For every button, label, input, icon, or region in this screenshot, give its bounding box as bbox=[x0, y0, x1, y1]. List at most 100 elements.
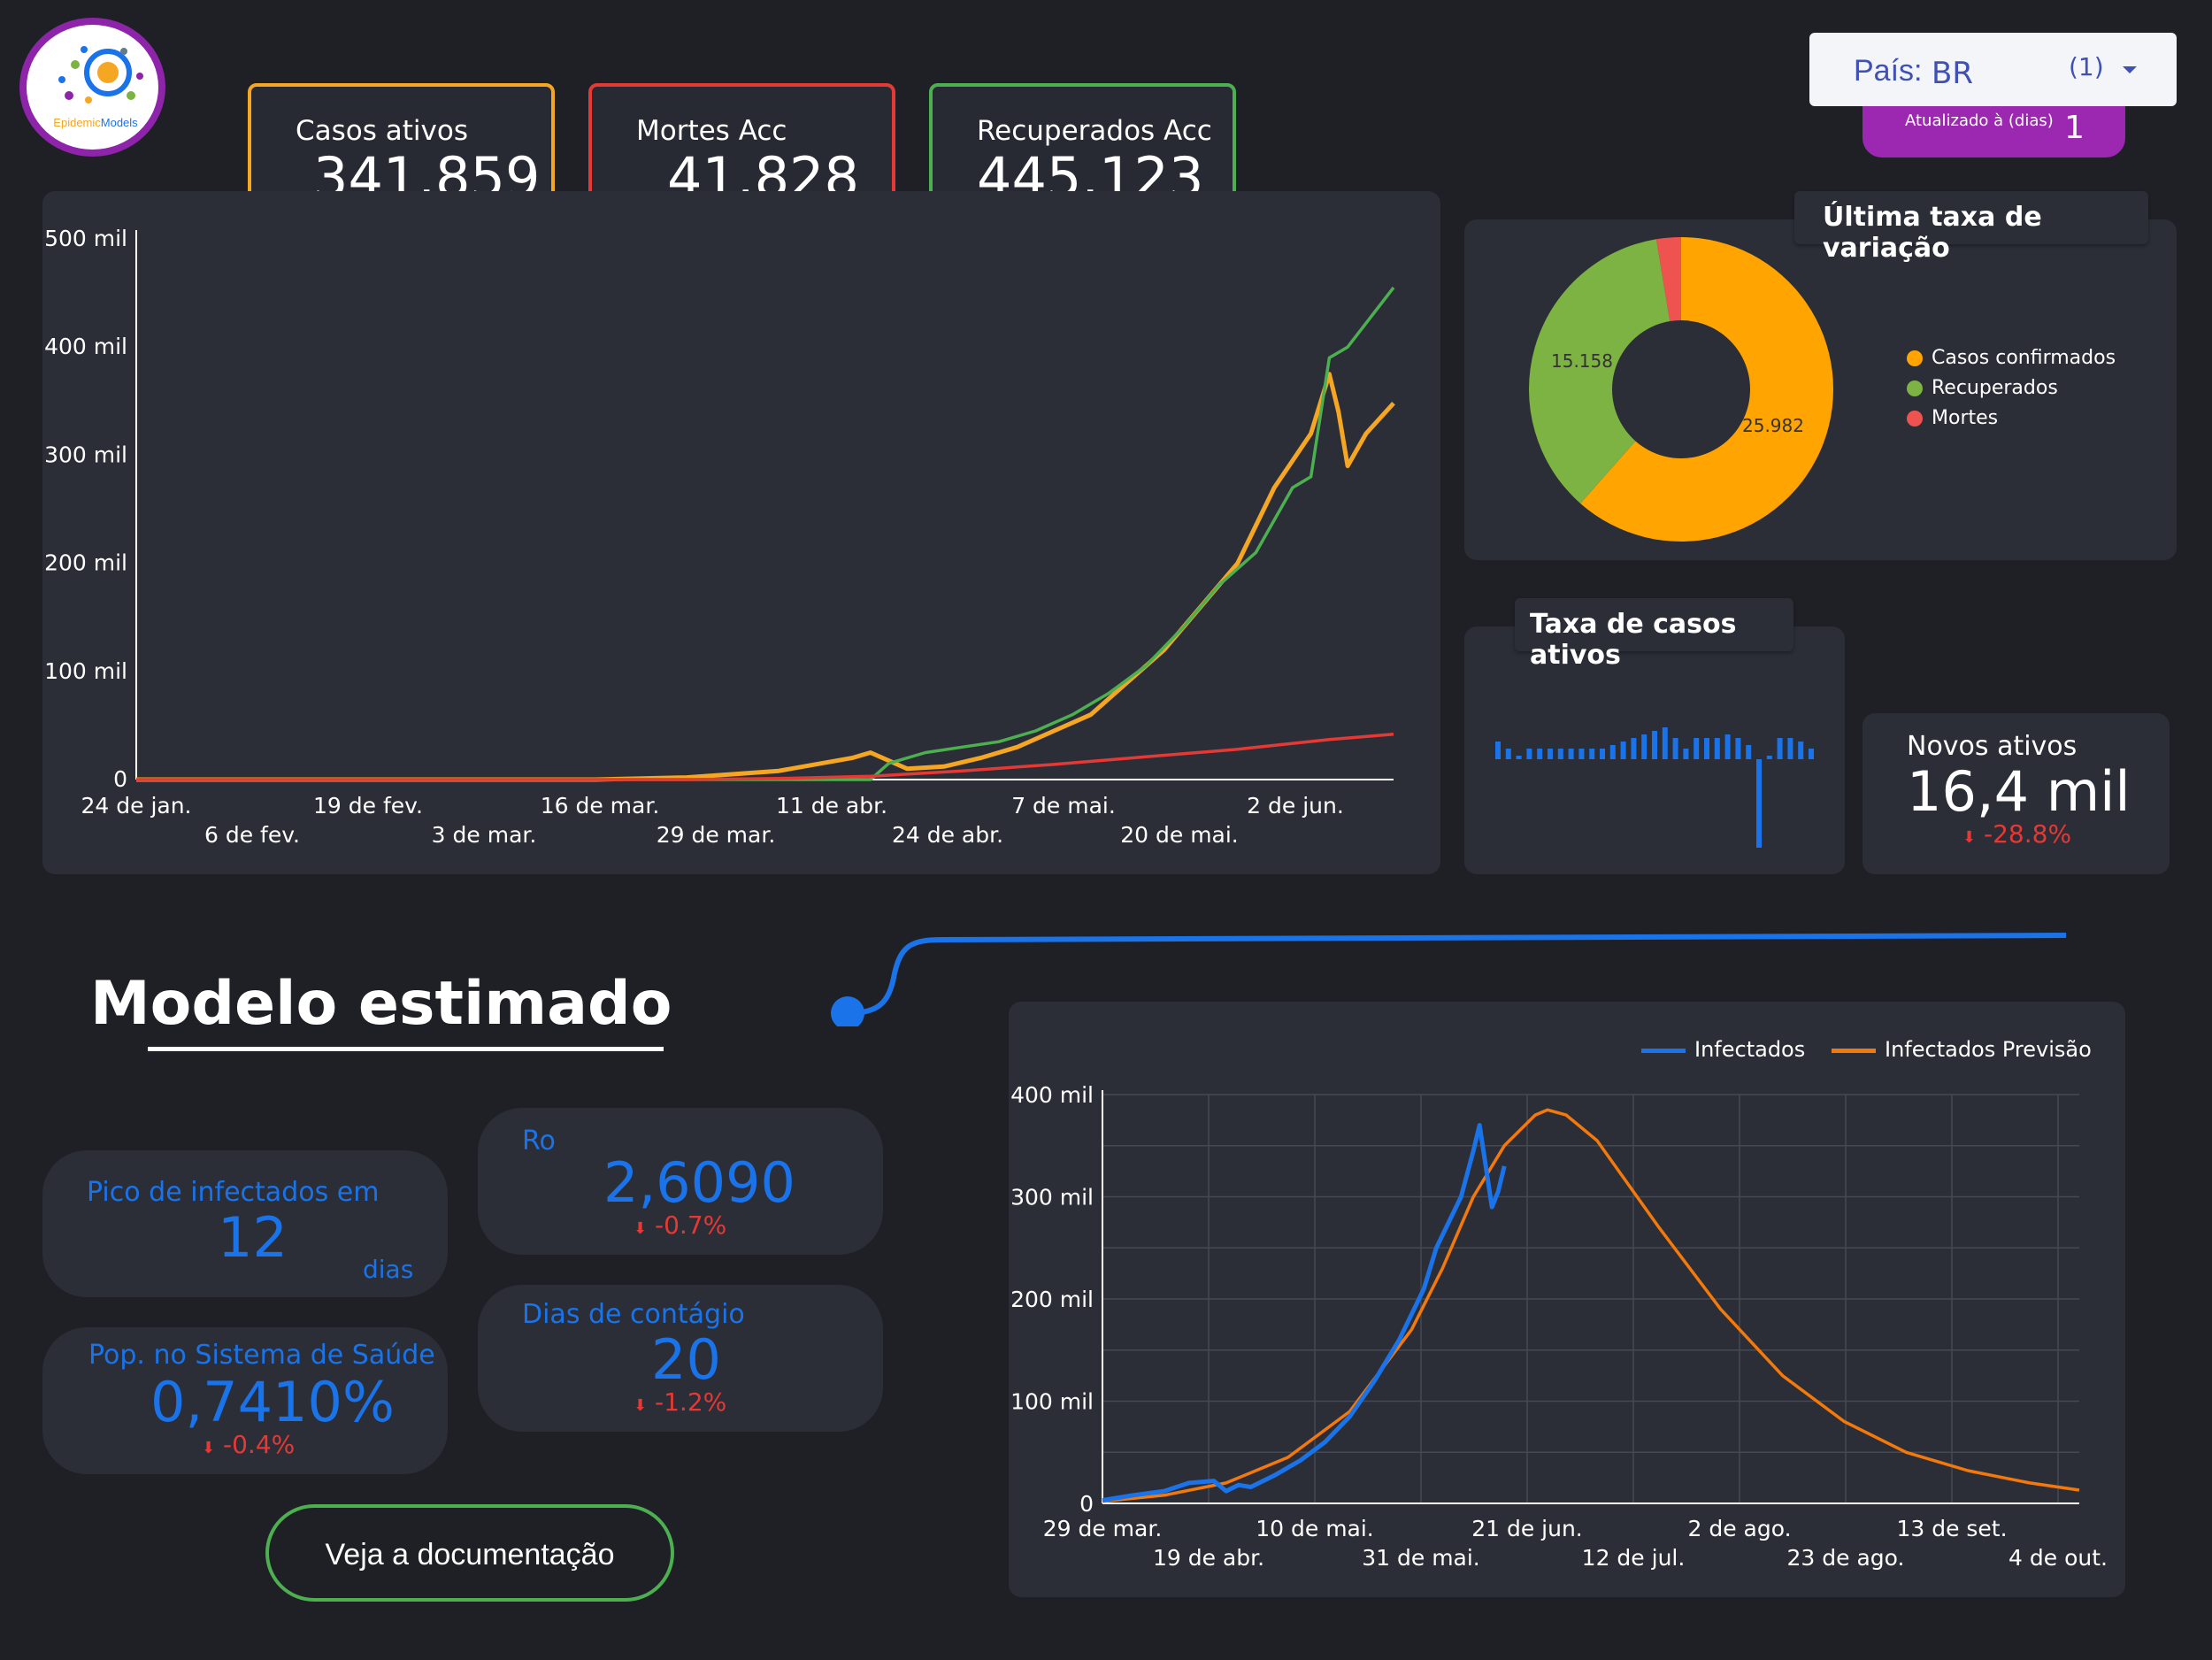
bar bbox=[1505, 749, 1511, 759]
bar bbox=[1526, 749, 1532, 759]
peak-unit: dias bbox=[363, 1255, 414, 1284]
bar bbox=[1568, 749, 1574, 759]
bar bbox=[1652, 731, 1657, 759]
new-active-label: Novos ativos bbox=[1907, 731, 2078, 762]
x-tick-label: 19 de fev. bbox=[313, 793, 423, 818]
country-filter-value: BR bbox=[1932, 56, 1973, 91]
bar bbox=[1548, 749, 1553, 759]
x-tick-label: 23 de ago. bbox=[1787, 1545, 1905, 1571]
bar bbox=[1609, 745, 1616, 759]
timeline-chart: 0 100 mil 200 mil 300 mil 400 mil 500 mil 24 d… bbox=[44, 226, 1395, 848]
pie-label-recovered: 15.158 bbox=[1551, 350, 1613, 372]
legend-label: Infectados bbox=[1694, 1037, 1806, 1062]
pie-slice bbox=[1529, 239, 1671, 503]
bar bbox=[1662, 727, 1668, 759]
bar bbox=[1516, 756, 1522, 759]
bar bbox=[1756, 759, 1762, 848]
peak-value: 12 bbox=[218, 1205, 288, 1270]
ro-delta-value: -0.7% bbox=[655, 1210, 727, 1240]
contagion-label: Dias de contágio bbox=[522, 1299, 745, 1330]
country-filter[interactable]: País: BR (1) bbox=[1809, 33, 2177, 106]
model-title: Modelo estimado bbox=[90, 969, 672, 1039]
contagion-value: 20 bbox=[651, 1327, 721, 1392]
legend-label: Recuperados bbox=[1932, 377, 2058, 399]
bar bbox=[1798, 742, 1804, 759]
y-tick-label: 0 bbox=[113, 766, 127, 792]
bar bbox=[1631, 738, 1637, 759]
kpi-label: Casos ativos bbox=[296, 115, 468, 147]
bar bbox=[1714, 738, 1720, 759]
active-rate-title-tab: Taxa de casos ativos bbox=[1515, 598, 1793, 671]
series-line bbox=[1102, 1123, 1507, 1502]
new-active-delta: ⬇ -28.8% bbox=[1962, 819, 2071, 849]
series-line bbox=[136, 286, 1395, 781]
bar bbox=[1557, 749, 1563, 759]
bar bbox=[1724, 734, 1731, 759]
series-line bbox=[136, 372, 1395, 782]
pie-slice bbox=[1580, 237, 1833, 542]
legend-item-recovered: Recuperados bbox=[1907, 377, 2058, 399]
series-line bbox=[1102, 1108, 2080, 1503]
new-active-delta-value: -28.8% bbox=[1984, 819, 2072, 849]
forecast-chart: 0 100 mil 200 mil 300 mil 400 mil 29 de mar. 1… bbox=[1010, 1082, 2108, 1571]
legend-item-confirmed: Casos confirmados bbox=[1907, 347, 2116, 369]
country-filter-label: País: bbox=[1854, 54, 1923, 88]
x-tick-label: 20 de mai. bbox=[1120, 822, 1239, 848]
ro-delta: ⬇ -0.7% bbox=[634, 1210, 726, 1240]
documentation-button[interactable]: Veja a documentação bbox=[265, 1504, 674, 1602]
bar bbox=[1809, 749, 1814, 759]
forecast-legend: Infectados Infectados Previsão bbox=[1641, 1037, 2101, 1072]
country-filter-count: (1) bbox=[2069, 52, 2104, 81]
bar bbox=[1683, 749, 1689, 759]
health-value: 0,7410% bbox=[150, 1370, 395, 1434]
updated-label: Atualizado à (dias) bbox=[1905, 111, 2054, 130]
y-tick-label: 400 mil bbox=[1010, 1082, 1094, 1108]
x-tick-label: 11 de abr. bbox=[776, 793, 887, 818]
contagion-delta-value: -1.2% bbox=[655, 1387, 727, 1417]
y-tick-label: 0 bbox=[1079, 1491, 1094, 1517]
health-delta-value: -0.4% bbox=[223, 1430, 296, 1459]
y-tick-label: 400 mil bbox=[44, 334, 127, 359]
x-tick-label: 24 de jan. bbox=[81, 793, 191, 818]
updated-value: 1 bbox=[2064, 110, 2085, 146]
documentation-button-label: Veja a documentação bbox=[325, 1538, 615, 1572]
y-tick-label: 100 mil bbox=[44, 658, 127, 684]
bar bbox=[1704, 738, 1709, 759]
legend-label: Infectados Previsão bbox=[1885, 1037, 2092, 1062]
bar bbox=[1589, 749, 1595, 759]
ro-value: 2,6090 bbox=[603, 1150, 795, 1215]
y-tick-label: 500 mil bbox=[44, 226, 127, 251]
legend-item-infected: Infectados bbox=[1641, 1037, 1805, 1062]
contagion-panel: Dias de contágio 20 ⬇ -1.2% bbox=[478, 1285, 883, 1432]
x-tick-label: 2 de jun. bbox=[1247, 793, 1344, 818]
bar bbox=[1672, 738, 1678, 759]
x-tick-label: 31 de mai. bbox=[1362, 1545, 1480, 1571]
bar bbox=[1537, 749, 1543, 759]
arrow-down-icon: ⬇ bbox=[202, 1439, 216, 1457]
pie-slice bbox=[1655, 237, 1681, 322]
y-tick-label: 300 mil bbox=[1010, 1185, 1094, 1210]
bar bbox=[1746, 745, 1752, 759]
bar bbox=[1694, 738, 1700, 759]
logo-mark-icon bbox=[58, 46, 143, 104]
active-rate-title: Taxa de casos ativos bbox=[1530, 609, 1737, 671]
y-tick-label: 200 mil bbox=[44, 550, 127, 576]
new-active-panel: Novos ativos 16,4 mil ⬇ -28.8% bbox=[1863, 713, 2170, 874]
x-tick-label: 16 de mar. bbox=[541, 793, 660, 818]
variation-title: Última taxa de variação bbox=[1823, 202, 2042, 264]
bar bbox=[1600, 749, 1605, 759]
legend-label: Casos confirmados bbox=[1932, 347, 2116, 369]
x-tick-label: 2 de ago. bbox=[1687, 1516, 1791, 1541]
contagion-delta: ⬇ -1.2% bbox=[634, 1387, 726, 1417]
x-tick-label: 6 de fev. bbox=[204, 822, 300, 848]
arrow-down-icon: ⬇ bbox=[634, 1396, 648, 1415]
pie-label-confirmed: 25.982 bbox=[1742, 415, 1804, 436]
y-tick-label: 100 mil bbox=[1010, 1389, 1094, 1415]
x-tick-label: 4 de out. bbox=[2008, 1545, 2108, 1571]
x-tick-label: 7 de mai. bbox=[1011, 793, 1116, 818]
chevron-down-icon[interactable] bbox=[2121, 65, 2139, 75]
x-tick-label: 24 de abr. bbox=[892, 822, 1003, 848]
x-tick-label: 21 de jun. bbox=[1471, 1516, 1583, 1541]
bar bbox=[1777, 738, 1783, 759]
bar bbox=[1766, 756, 1772, 759]
